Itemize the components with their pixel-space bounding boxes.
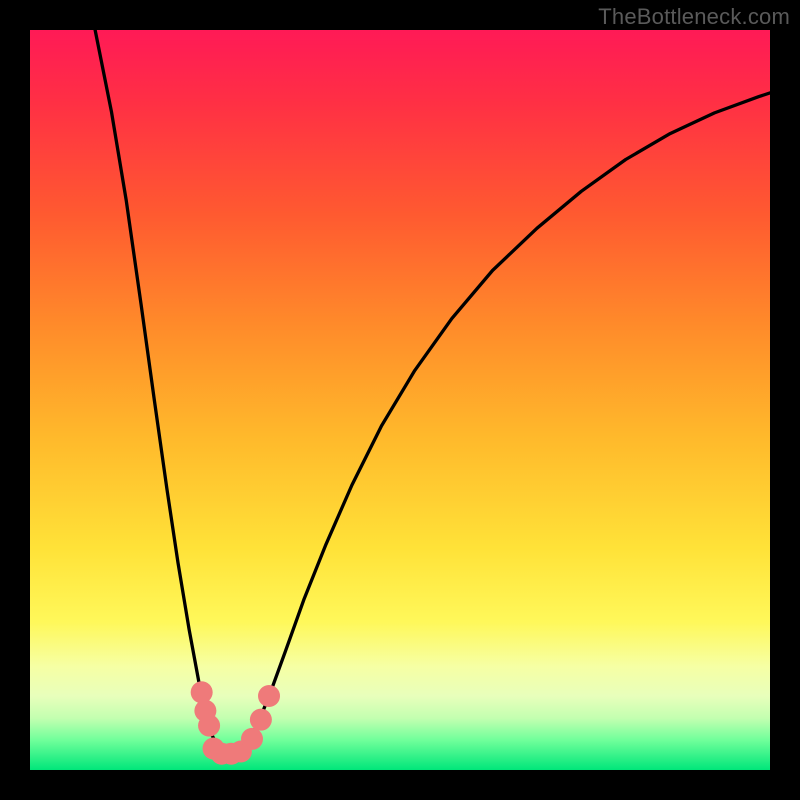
data-marker [241,728,263,750]
data-marker [258,685,280,707]
watermark-label: TheBottleneck.com [598,4,790,30]
chart-frame: TheBottleneck.com [0,0,800,800]
data-marker [198,715,220,737]
plot-area [30,30,770,770]
chart-svg [30,30,770,770]
data-marker [250,709,272,731]
data-marker [191,681,213,703]
